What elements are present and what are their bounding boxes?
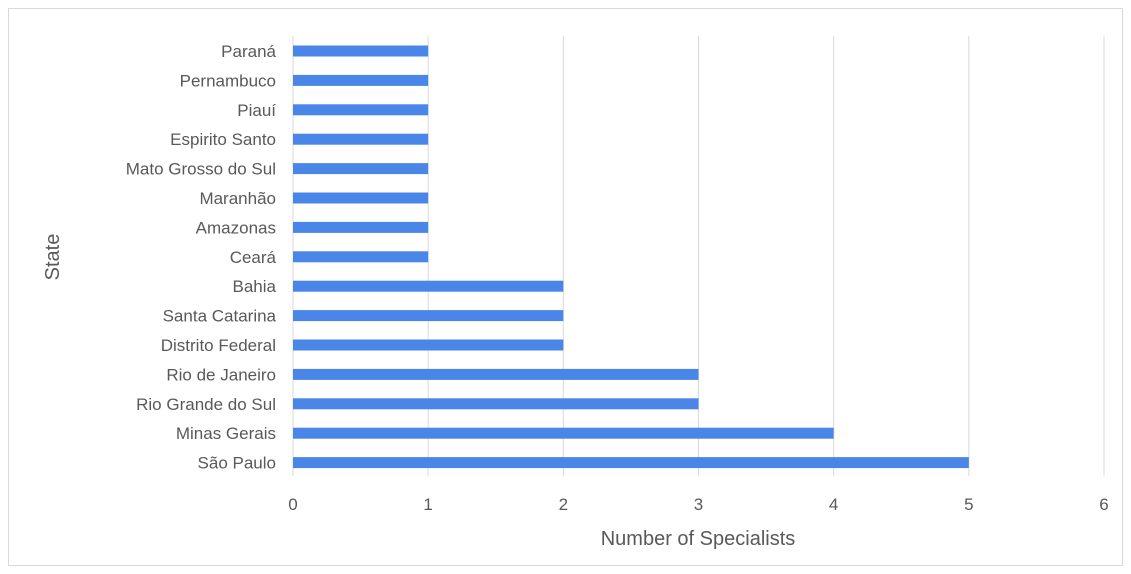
x-tick-label: 0 [288,495,297,514]
bar [293,457,969,469]
category-label: Piauí [237,101,276,120]
x-tick-label: 5 [964,495,973,514]
category-labels: Paraná Pernambuco Piauí Espirito Santo Mato … [126,42,277,473]
y-axis-title: State [42,234,64,281]
category-label: Distrito Federal [161,336,276,355]
category-label: Bahia [233,277,277,296]
bars [293,45,969,469]
category-label: Espirito Santo [170,130,276,149]
bar [293,133,429,145]
x-axis-title: Number of Specialists [601,528,796,550]
bar [293,427,834,439]
category-label: Pernambuco [180,71,276,90]
bar [293,221,429,233]
category-label: Paraná [221,42,276,61]
bar [293,310,564,322]
category-label: Mato Grosso do Sul [126,160,276,179]
x-tick-label: 2 [559,495,568,514]
bar [293,368,699,380]
bar [293,163,429,175]
category-label: Amazonas [196,218,276,237]
x-tick-label: 6 [1099,495,1108,514]
x-tick-label: 3 [694,495,703,514]
bar [293,45,429,57]
bar [293,104,429,116]
bar [293,280,564,292]
category-label: Ceará [230,248,277,267]
category-label: Rio de Janeiro [166,365,276,384]
bar [293,74,429,86]
bar [293,339,564,351]
x-tick-label: 1 [423,495,432,514]
x-tick-labels: 0 1 2 3 4 5 6 [288,495,1108,514]
category-label: Rio Grande do Sul [136,395,276,414]
x-tick-label: 4 [829,495,838,514]
chart-frame [8,8,1123,566]
category-label: São Paulo [198,454,276,473]
bar [293,192,429,204]
bar [293,251,429,263]
category-label: Santa Catarina [163,307,277,326]
bar [293,398,699,410]
category-label: Minas Gerais [176,424,276,443]
category-label: Maranhão [199,189,276,208]
